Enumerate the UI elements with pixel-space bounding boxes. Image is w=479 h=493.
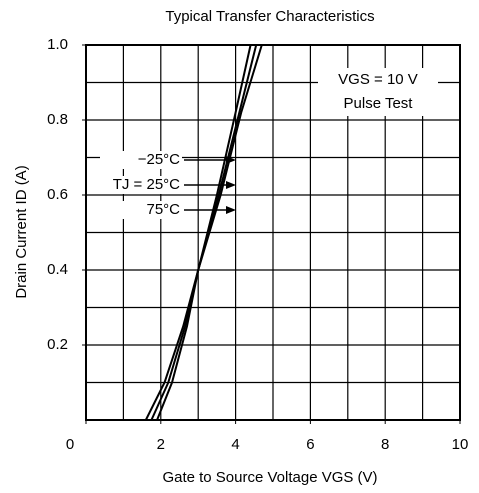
x-tick-label: 10: [452, 436, 469, 453]
annotation: Pulse Test: [344, 95, 414, 112]
x-tick-label: 0: [66, 436, 74, 453]
arrow-head: [226, 181, 236, 189]
legend-label: 75°C: [146, 201, 180, 218]
y-tick-label: 0.8: [47, 111, 68, 128]
arrow-head: [226, 206, 236, 214]
plot-border: [85, 44, 461, 421]
legend-label: TJ = 25°C: [113, 176, 180, 193]
y-tick-label: 1.0: [47, 36, 68, 53]
y-tick-label: 0.2: [47, 336, 68, 353]
y-tick-label: 0.4: [47, 261, 68, 278]
label-bg: [100, 176, 182, 194]
x-tick-label: 4: [231, 436, 239, 453]
y-tick-label: 0.6: [47, 186, 68, 203]
chart-title: Typical Transfer Characteristics: [165, 8, 374, 25]
y-axis-label: Drain Current ID (A): [13, 165, 30, 298]
annotation-bg: [318, 68, 438, 116]
x-tick-label: 8: [381, 436, 389, 453]
annotation: VGS = 10 V: [338, 71, 418, 88]
label-bg: [100, 151, 182, 169]
arrow-head: [226, 156, 236, 164]
x-tick-label: 6: [306, 436, 314, 453]
label-bg: [100, 201, 182, 219]
x-tick-label: 2: [157, 436, 165, 453]
legend-label: −25°C: [138, 151, 180, 168]
series-line: [144, 44, 263, 421]
x-axis-label: Gate to Source Voltage VGS (V): [162, 469, 377, 486]
